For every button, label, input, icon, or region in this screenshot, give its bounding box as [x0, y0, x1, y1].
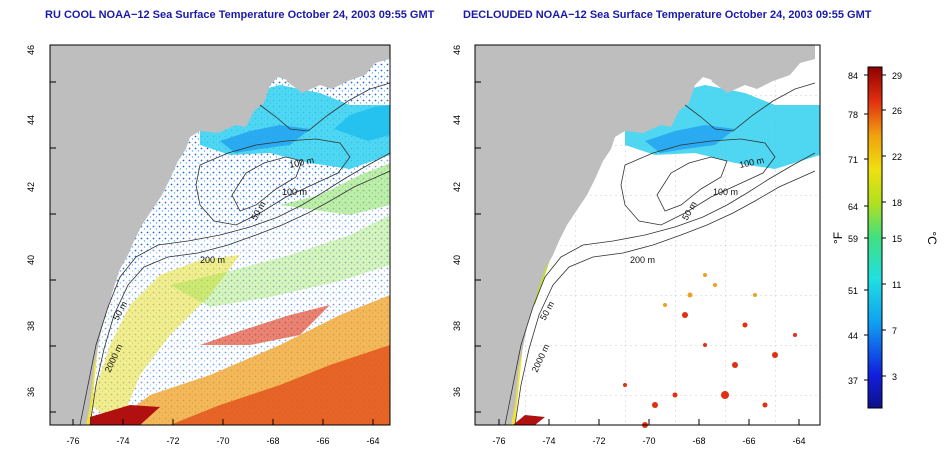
c-tick-label: 3 [892, 372, 897, 382]
f-tick-label: 44 [848, 331, 858, 341]
c-tick-label: 7 [892, 326, 897, 336]
c-tick-label: 15 [892, 234, 902, 244]
panel-1-title: RU COOL NOAA−12 Sea Surface Temperature … [45, 9, 435, 21]
x-tick-label: -76 [492, 436, 505, 446]
y-tick-label: 44 [26, 115, 36, 125]
c-tick-label: 29 [892, 71, 902, 81]
panel-2-x-axis: -76 -74 -72 -70 -68 -66 -64 [492, 436, 805, 446]
panel-2-y-axis: 36 38 40 42 44 46 [452, 45, 462, 397]
y-tick-label: 40 [26, 255, 36, 265]
c-tick-label: 11 [892, 280, 901, 290]
y-tick-label: 44 [452, 115, 462, 125]
f-tick-label: 64 [848, 202, 858, 212]
contour-label: 200 m [630, 255, 655, 265]
panel-1-ticks [50, 44, 374, 425]
x-tick-label: -64 [792, 436, 805, 446]
x-tick-label: -70 [216, 436, 229, 446]
colorbar: 84 78 71 64 59 51 44 37 29 26 22 18 15 1… [831, 66, 939, 409]
f-tick-label: 37 [848, 376, 858, 386]
y-tick-label: 36 [26, 387, 36, 397]
y-tick-label: 46 [452, 45, 462, 55]
panel-1-y-axis: 36 38 40 42 44 46 [26, 45, 36, 397]
f-tick-label: 78 [848, 110, 858, 120]
contour-label: 100 m [713, 187, 738, 197]
panel-1-map: 100 m 100 m 50 m 200 m 50 m 2000 m [49, 44, 391, 426]
x-tick-label: -72 [166, 436, 179, 446]
x-tick-label: -72 [592, 436, 605, 446]
y-tick-label: 36 [452, 387, 462, 397]
colorbar-f-ticks: 84 78 71 64 59 51 44 37 [848, 71, 858, 386]
x-tick-label: -66 [316, 436, 329, 446]
x-tick-label: -64 [366, 436, 379, 446]
panel-2-ticks [475, 81, 800, 425]
colorbar-c-ticks: 29 26 22 18 15 11 7 3 [892, 71, 902, 382]
x-tick-label: -66 [742, 436, 755, 446]
y-tick-label: 42 [452, 182, 462, 192]
y-tick-label: 40 [452, 255, 462, 265]
panel-2-map: 100 m 100 m 50 m 200 m 50 m 2000 m [474, 44, 821, 428]
x-tick-label: -68 [692, 436, 705, 446]
f-tick-label: 84 [848, 71, 858, 81]
x-tick-label: -70 [642, 436, 655, 446]
c-tick-label: 18 [892, 198, 902, 208]
x-tick-label: -76 [66, 436, 79, 446]
f-tick-label: 51 [848, 286, 858, 296]
contour-label: 100 m [282, 187, 307, 197]
colorbar-f-label: °F [831, 232, 845, 244]
y-tick-label: 38 [452, 321, 462, 331]
f-tick-label: 59 [848, 234, 858, 244]
y-tick-label: 46 [26, 45, 36, 55]
contour-label: 200 m [200, 255, 225, 265]
c-tick-label: 26 [892, 106, 902, 116]
x-tick-label: -68 [266, 436, 279, 446]
f-tick-label: 71 [848, 155, 858, 165]
panel-2-title: DECLOUDED NOAA−12 Sea Surface Temperatur… [463, 9, 872, 21]
y-tick-label: 42 [26, 182, 36, 192]
panel-1-x-axis: -76 -74 -72 -70 -68 -66 -64 [66, 436, 379, 446]
c-tick-label: 22 [892, 152, 902, 162]
x-tick-label: -74 [116, 436, 129, 446]
colorbar-c-label: °C [925, 231, 939, 245]
x-tick-label: -74 [542, 436, 555, 446]
y-tick-label: 38 [26, 321, 36, 331]
